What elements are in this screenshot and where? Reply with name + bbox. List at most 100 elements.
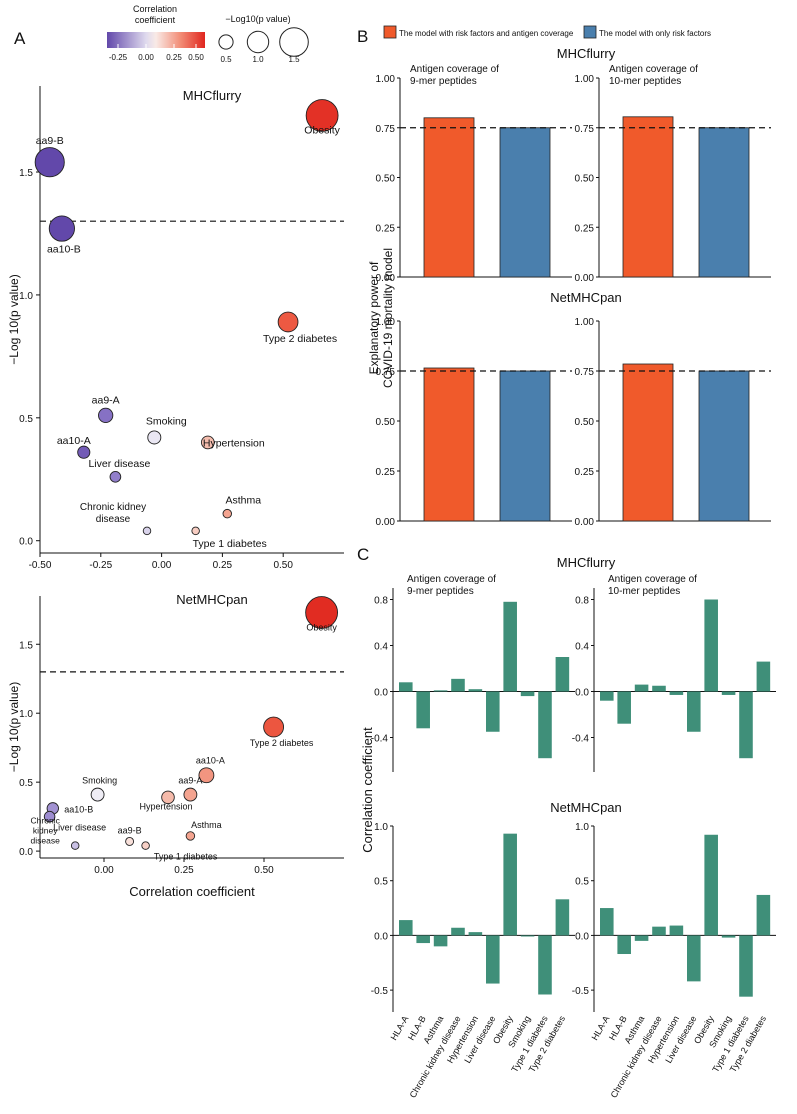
panel-b-ylabel: Explanatory power ofCOVID-19 mortality m…: [367, 248, 395, 388]
bar-only-risk-factors: [698, 370, 750, 522]
correlation-bar: [617, 691, 631, 724]
scatter-title: NetMHCpan: [176, 592, 248, 607]
x-tick-label: 0.00: [152, 560, 172, 571]
correlation-bar: [416, 691, 430, 729]
scatter-point: [305, 596, 339, 629]
y-tick-label: 0.5: [575, 877, 589, 888]
correlation-bar: [538, 691, 552, 759]
correlation-bar: [617, 935, 631, 955]
panel-label-c: C: [357, 545, 369, 564]
correlation-bar: [538, 935, 552, 995]
correlation-bar: [399, 682, 413, 692]
y-tick-label: 0.00: [376, 273, 396, 284]
point-label: Liver disease: [88, 458, 150, 470]
point-label: Liver disease: [53, 823, 106, 833]
correlation-bar: [704, 834, 718, 936]
bar-panel-title: Antigen coverage of 9-mer peptides: [407, 574, 496, 597]
scatter-xlabel: Correlation coefficient: [129, 884, 255, 899]
scatter-point: [185, 831, 196, 841]
correlation-bar: [669, 925, 684, 936]
legend-label-orange: The model with risk factors and antigen …: [399, 29, 574, 38]
correlation-bar: [600, 691, 614, 701]
y-tick-label: 0.0: [575, 931, 589, 942]
correlation-bar: [634, 684, 649, 692]
scatter-point: [305, 99, 339, 132]
bar-only-risk-factors: [698, 127, 750, 278]
correlation-bar: [652, 926, 666, 936]
correlation-bar: [555, 899, 570, 936]
correlation-bar: [704, 599, 718, 692]
color-legend-tick-label: -0.25: [109, 53, 128, 62]
correlation-bar: [468, 932, 483, 936]
panel-c-ylabel: Correlation coefficient: [360, 727, 375, 853]
y-tick-label: 0.75: [575, 367, 595, 378]
correlation-bar: [634, 935, 649, 941]
y-tick-label: 0.50: [575, 174, 595, 185]
y-tick-label: 0.75: [376, 124, 396, 135]
color-legend-title: Correlation coefficient: [133, 4, 177, 25]
scatter-point: [222, 508, 233, 519]
correlation-bar: [555, 657, 570, 692]
scatter-point: [198, 767, 215, 784]
correlation-bar: [486, 691, 500, 732]
size-legend-tick-label: 0.5: [220, 55, 232, 64]
point-label: aa9-B: [118, 825, 142, 835]
scatter-point: [77, 445, 91, 459]
point-label: Obesity: [306, 623, 337, 633]
scatter-ylabel: −Log 10(p value): [7, 274, 21, 364]
point-label: Type 2 diabetes: [263, 333, 337, 345]
y-tick-label: 0.4: [374, 642, 388, 653]
y-tick-label: 0.50: [376, 174, 396, 185]
scatter-point: [200, 435, 215, 450]
size-legend-title: −Log10(p value): [225, 14, 290, 24]
scatter-point: [147, 430, 162, 445]
scatter-point: [125, 836, 135, 846]
scatter-point: [142, 526, 152, 536]
y-tick-label: 0.25: [376, 223, 396, 234]
panel-label-a: A: [14, 29, 26, 48]
y-tick-label: 1.0: [19, 291, 33, 302]
bar-with-antigen-coverage: [622, 116, 674, 278]
correlation-bar: [451, 678, 465, 692]
color-legend-tick-label: 0.25: [166, 53, 182, 62]
y-tick-label: 1.00: [376, 317, 396, 328]
correlation-bar: [721, 935, 736, 938]
y-tick-label: 0.5: [19, 414, 33, 425]
y-tick-label: 0.5: [374, 877, 388, 888]
point-label: Hypertension: [203, 437, 265, 449]
correlation-bar: [433, 690, 448, 692]
point-label: Chronic kidney disease: [80, 502, 146, 525]
point-label: Hypertension: [139, 801, 192, 811]
color-legend-bar: [107, 32, 205, 48]
y-tick-label: 0.0: [19, 847, 33, 858]
group-title-c-netmhcpan: NetMHCpan: [550, 800, 622, 815]
y-tick-label: 0.25: [575, 467, 595, 478]
y-tick-label: 1.00: [575, 74, 595, 85]
scatter-point: [43, 810, 56, 823]
point-label: aa10-A: [57, 435, 91, 447]
y-tick-label: 0.0: [374, 931, 388, 942]
y-tick-label: -0.4: [371, 734, 389, 745]
correlation-bar: [503, 833, 517, 936]
y-tick-label: 0.75: [376, 367, 396, 378]
y-tick-label: 0.5: [19, 778, 33, 789]
y-tick-label: 0.8: [575, 596, 589, 607]
panel-label-b: B: [357, 27, 368, 46]
scatter-title: MHCflurry: [183, 88, 242, 103]
point-label: Obesity: [304, 124, 340, 136]
bar-with-antigen-coverage: [423, 367, 475, 522]
correlation-bar: [433, 935, 448, 947]
x-tick-label: -0.50: [29, 560, 52, 571]
correlation-bar: [486, 935, 500, 984]
point-label: aa9-A: [178, 776, 202, 786]
correlation-bar: [520, 691, 535, 697]
y-tick-label: 0.75: [575, 124, 595, 135]
scatter-point: [183, 787, 198, 802]
y-tick-label: 1.0: [19, 709, 33, 720]
scatter-point: [141, 841, 150, 850]
point-label: Type 1 diabetes: [154, 852, 218, 862]
y-tick-label: -0.5: [572, 986, 590, 997]
y-tick-label: 0.4: [575, 642, 589, 653]
group-title-c-mhcflurry: MHCflurry: [557, 555, 616, 570]
size-legend-circle: [279, 27, 309, 57]
